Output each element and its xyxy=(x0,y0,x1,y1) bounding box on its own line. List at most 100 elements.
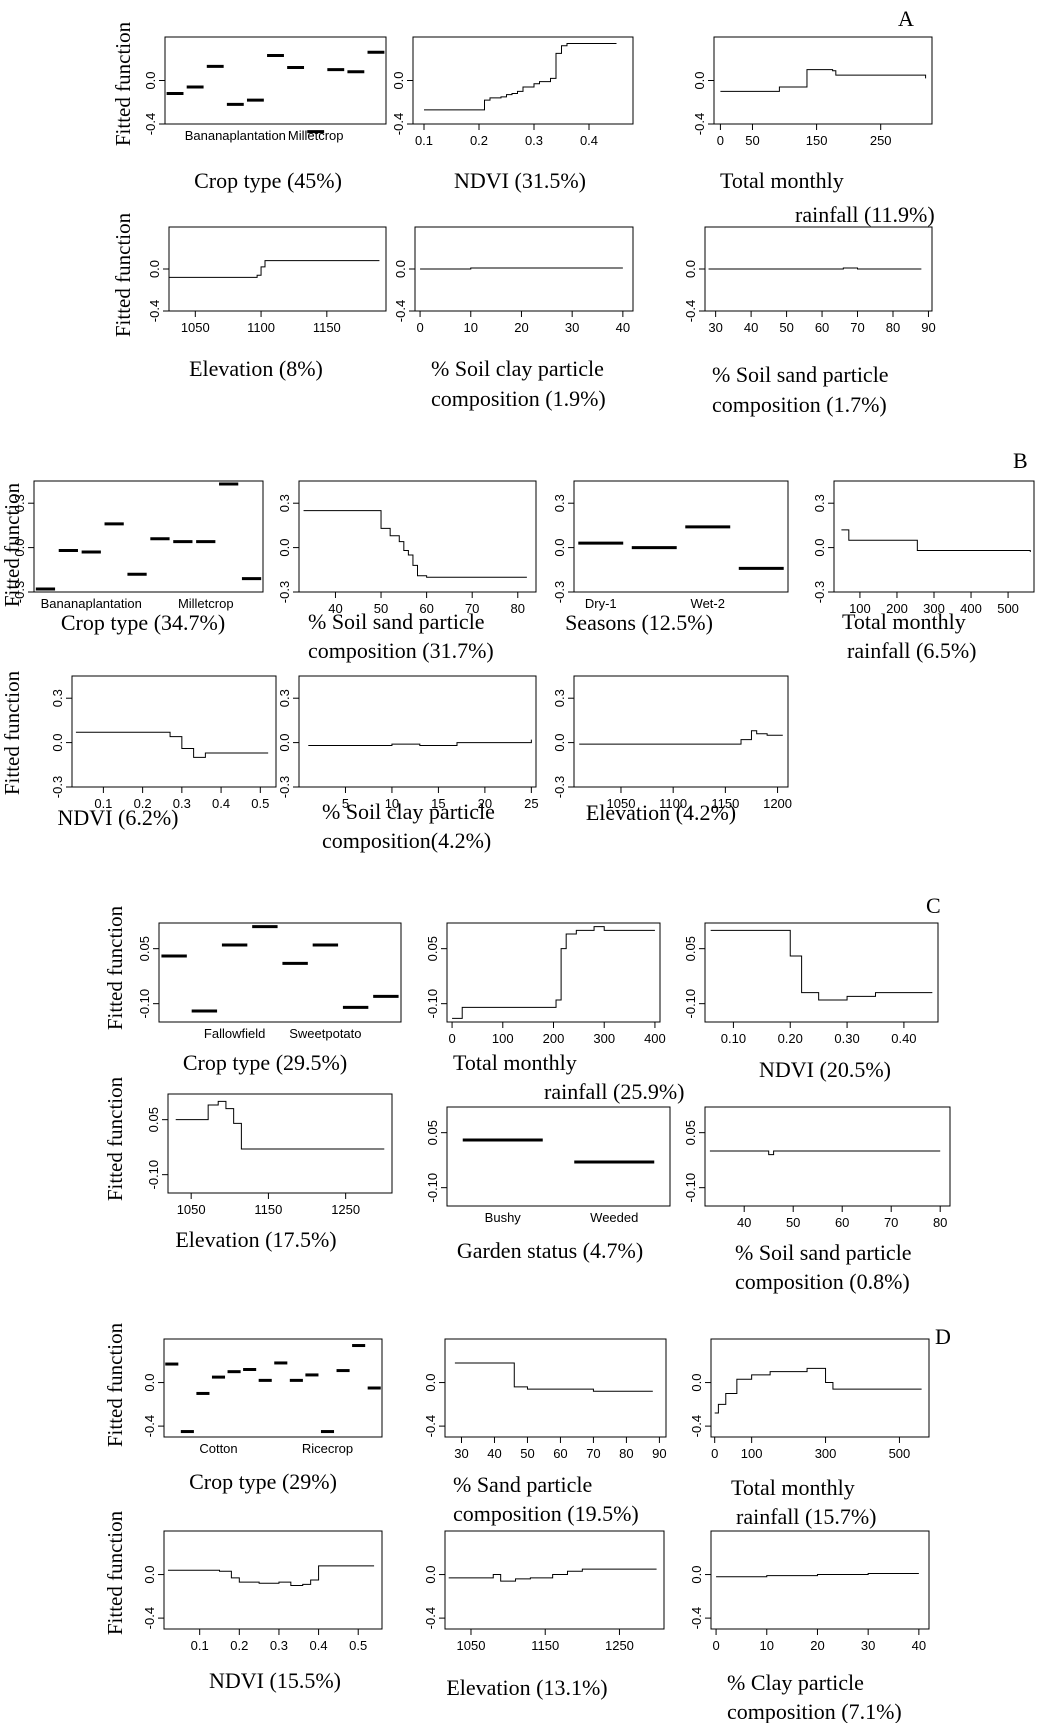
panel-c-19: -0.10 0.05 40 50 60 70 80 % Soil sand particle c… xyxy=(683,1106,951,1294)
x-category-label: Bushy xyxy=(485,1210,522,1225)
panel-caption: Total monthly xyxy=(720,168,844,193)
y-tick-label: -0.4 xyxy=(689,1415,704,1437)
panel-letter: D xyxy=(935,1324,951,1349)
y-tick-label: 0.0 xyxy=(142,1566,157,1584)
x-tick-label: 0.2 xyxy=(470,133,488,148)
x-tick-label: 0 xyxy=(717,133,724,148)
y-tick-label: -0.4 xyxy=(692,113,707,135)
y-tick-label: 0.0 xyxy=(689,1566,704,1584)
panel-caption: Total monthly xyxy=(731,1475,855,1500)
x-tick-label: 40 xyxy=(487,1446,501,1461)
x-tick-label: 70 xyxy=(884,1215,898,1230)
x-tick-label: 50 xyxy=(779,320,793,335)
x-category-label: Dry-1 xyxy=(585,596,617,611)
plot-frame xyxy=(164,36,387,125)
panel-caption: % Clay particle xyxy=(727,1670,864,1695)
x-tick-label: 1050 xyxy=(457,1638,486,1653)
x-category-label: Ricecrop xyxy=(302,1441,353,1456)
panel-a-4: -0.4 0.0 1050 1100 1150 Fitted function Elevat… xyxy=(111,212,387,381)
fitted-line xyxy=(714,1367,922,1414)
fitted-line xyxy=(720,69,927,92)
y-tick-label: 0.0 xyxy=(391,71,406,89)
plot-frame xyxy=(710,1338,930,1438)
x-tick-label: 10 xyxy=(760,1638,774,1653)
y-tick-label: 0.0 xyxy=(143,71,158,89)
x-tick-label: 0.10 xyxy=(721,1031,746,1046)
x-tick-label: 40 xyxy=(328,601,342,616)
x-tick-label: 30 xyxy=(565,320,579,335)
y-tick-label: 0.0 xyxy=(147,260,162,278)
x-tick-label: 80 xyxy=(933,1215,947,1230)
x-tick-label: 40 xyxy=(744,320,758,335)
y-tick-label: 0.0 xyxy=(689,1374,704,1392)
fitted-line xyxy=(169,260,380,278)
fitted-line xyxy=(710,929,933,1001)
panel-caption-line2: composition (1.7%) xyxy=(712,392,887,417)
fitted-line xyxy=(454,1362,653,1392)
y-axis-title: Fitted function xyxy=(103,905,127,1030)
x-tick-label: 0.5 xyxy=(251,796,269,811)
plot-frame xyxy=(298,480,537,593)
x-tick-label: 1050 xyxy=(181,320,210,335)
y-axis-title: Fitted function xyxy=(103,1510,127,1635)
x-category-label: Fallowfield xyxy=(204,1026,265,1041)
panel-d-21: -0.4 0.0 30 40 50 60 70 80 90 % Sand particle comp… xyxy=(423,1338,667,1526)
x-tick-label: 100 xyxy=(741,1446,763,1461)
y-tick-label: -0.4 xyxy=(423,1607,438,1629)
fitted-line xyxy=(716,1572,919,1578)
x-tick-label: 1150 xyxy=(254,1202,282,1217)
x-tick-label: 25 xyxy=(524,796,538,811)
plot-frame xyxy=(163,1530,383,1630)
y-tick-label: 0.3 xyxy=(552,689,567,707)
x-tick-label: 1050 xyxy=(177,1202,206,1217)
y-tick-label: -0.10 xyxy=(683,1173,698,1203)
plot-frame xyxy=(163,1338,383,1438)
fitted-line xyxy=(420,267,623,270)
x-tick-label: 0.4 xyxy=(580,133,598,148)
y-tick-label: 0.3 xyxy=(812,494,827,512)
y-tick-label: -0.4 xyxy=(142,1415,157,1437)
panel-caption: Elevation (17.5%) xyxy=(175,1227,336,1252)
panel-caption: Elevation (13.1%) xyxy=(446,1675,607,1700)
panel-caption: Seasons (12.5%) xyxy=(565,610,713,635)
plot-frame xyxy=(713,36,933,125)
fitted-line xyxy=(708,267,922,270)
x-tick-label: 0.40 xyxy=(891,1031,916,1046)
panel-b-13: -0.3 0.0 0.3 1050 1100 1150 1200 Elevation (4.2… xyxy=(552,675,792,825)
plot-frame xyxy=(33,480,264,593)
x-tick-label: 50 xyxy=(786,1215,800,1230)
y-tick-label: -0.3 xyxy=(277,776,292,798)
y-axis-title: Fitted function xyxy=(0,482,24,607)
fitted-line xyxy=(175,1100,385,1150)
plot-frame xyxy=(167,1093,393,1194)
y-tick-label: -0.10 xyxy=(683,989,698,1019)
y-tick-label: -0.3 xyxy=(552,581,567,603)
x-category-label: Bananaplantation xyxy=(185,128,286,143)
x-tick-label: 60 xyxy=(815,320,829,335)
x-tick-label: 20 xyxy=(478,796,492,811)
panel-d-20: -0.4 0.0 Cotton Ricecrop Fitted function Crop… xyxy=(103,1322,383,1494)
panel-caption: % Soil sand particle xyxy=(735,1240,912,1265)
y-tick-label: 0.0 xyxy=(692,71,707,89)
y-tick-label: 0.0 xyxy=(12,539,27,557)
y-tick-label: 0.3 xyxy=(277,689,292,707)
x-tick-label: 15 xyxy=(431,796,445,811)
y-tick-label: -0.4 xyxy=(143,113,158,135)
panel-caption-line2: rainfall (11.9%) xyxy=(795,202,935,227)
panel-a-6: -0.4 0.0 30 40 50 60 70 80 90 % Soil sand particl… xyxy=(683,226,936,417)
x-tick-label: 300 xyxy=(593,1031,615,1046)
y-tick-label: 0.0 xyxy=(277,539,292,557)
y-axis-title: Fitted function xyxy=(103,1076,127,1201)
x-tick-label: 500 xyxy=(997,601,1019,616)
x-tick-label: 0.2 xyxy=(230,1638,248,1653)
x-tick-label: 40 xyxy=(616,320,630,335)
x-tick-label: 90 xyxy=(921,320,935,335)
y-tick-label: 0.0 xyxy=(552,734,567,752)
fitted-line xyxy=(75,731,269,758)
panel-a-2: -0.4 0.0 0.1 0.2 0.3 0.4 NDVI (31.5%) xyxy=(391,36,634,193)
x-category-label: Sweetpotato xyxy=(289,1026,361,1041)
x-tick-label: 10 xyxy=(385,796,399,811)
y-tick-label: 0.05 xyxy=(425,1120,440,1145)
